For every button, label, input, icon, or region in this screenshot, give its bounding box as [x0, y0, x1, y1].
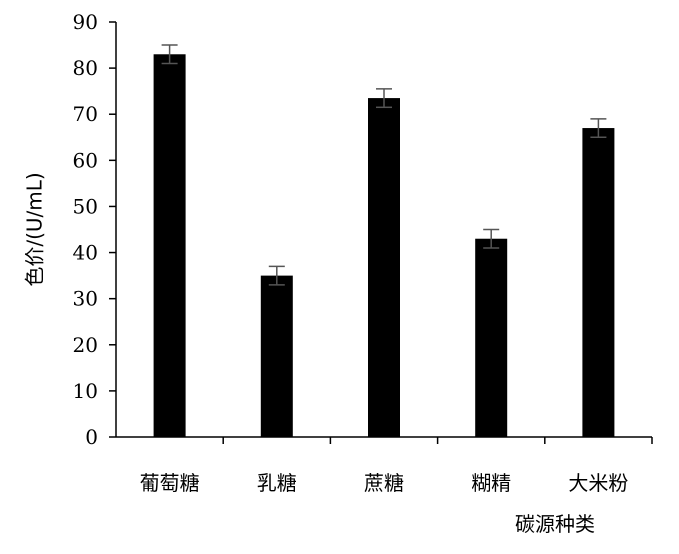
bar: [153, 54, 186, 438]
error-bar: [590, 118, 607, 139]
x-category-label: 糊精: [471, 471, 511, 495]
error-bar: [483, 228, 500, 249]
y-tick-label: 0: [85, 425, 98, 449]
y-tick-label: 20: [73, 333, 98, 357]
x-axis-title: 碳源种类: [515, 512, 595, 536]
bar: [368, 98, 400, 437]
y-tick-label: 50: [73, 194, 98, 218]
y-tick-label: 90: [73, 10, 98, 34]
bar: [260, 275, 293, 437]
y-tick-label: 40: [73, 241, 98, 265]
error-bar: [161, 44, 178, 65]
y-axis-ticks: 0 10 20 30 40 50 60 70 80 90: [73, 10, 116, 449]
y-tick-label: 80: [73, 56, 98, 80]
error-bars-group: [161, 44, 607, 286]
bars-group: [153, 54, 615, 438]
y-tick-label: 30: [73, 287, 98, 311]
y-tick-label: 10: [73, 379, 98, 403]
y-axis-title: 色价/(U/mL): [23, 172, 47, 286]
error-bar: [376, 88, 392, 109]
x-category-label: 乳糖: [257, 471, 297, 495]
y-tick-label: 60: [73, 148, 98, 172]
x-category-label: 葡萄糖: [140, 471, 200, 495]
x-axis-ticks: 葡萄糖 乳糖 蔗糖 糊精 大米粉: [140, 437, 653, 495]
bar: [582, 128, 615, 438]
x-category-label: 大米粉: [568, 471, 628, 495]
bar: [475, 238, 508, 437]
y-tick-label: 70: [73, 102, 98, 126]
x-category-label: 蔗糖: [364, 471, 404, 495]
error-bar: [268, 265, 285, 286]
